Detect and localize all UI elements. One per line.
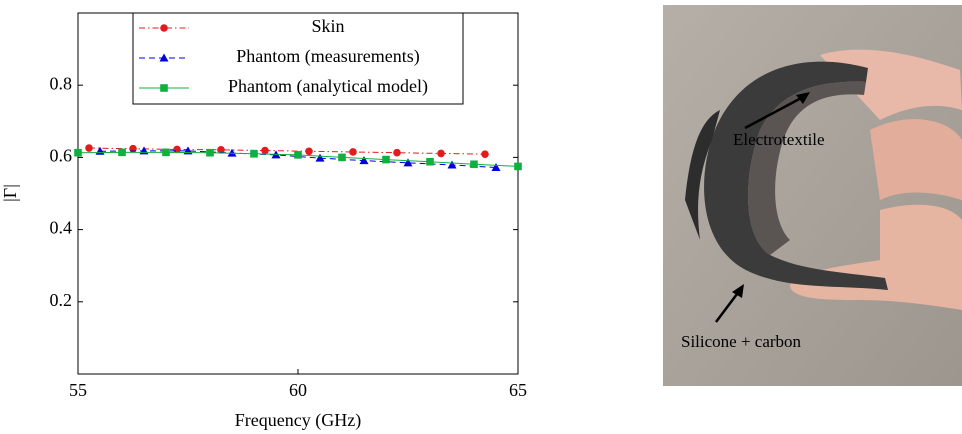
marker: [403, 158, 413, 167]
marker: [382, 155, 390, 164]
marker: [261, 146, 269, 155]
sample-outer: [704, 61, 888, 290]
x-tick-label: 55: [69, 380, 87, 400]
y-tick-label: 0.4: [50, 218, 73, 238]
marker: [227, 148, 237, 157]
photo-label: Silicone + carbon: [681, 332, 802, 351]
marker: [85, 144, 93, 152]
y-tick-label: 0.6: [50, 146, 73, 166]
arrow: [715, 289, 741, 323]
sample-inner: [748, 81, 866, 255]
legend-label: Skin: [311, 16, 344, 36]
marker: [447, 160, 457, 169]
marker: [470, 160, 478, 169]
arrowhead: [796, 92, 810, 104]
marker: [426, 157, 434, 166]
x-tick-label: 60: [289, 380, 307, 400]
marker: [206, 148, 214, 157]
marker: [305, 147, 313, 156]
marker: [491, 163, 501, 172]
marker: [250, 149, 258, 158]
y-tick-label: 0.8: [50, 73, 73, 93]
arrow: [744, 94, 806, 130]
arrowhead: [732, 284, 744, 298]
legend-label: Phantom (analytical model): [228, 76, 428, 97]
marker: [118, 148, 126, 157]
marker: [160, 24, 168, 32]
marker: [393, 148, 401, 157]
marker: [315, 153, 325, 162]
photo-label: Electrotextile: [733, 130, 825, 149]
series-line: [88, 147, 486, 155]
marker: [217, 146, 225, 154]
x-tick-label: 65: [509, 380, 527, 400]
legend-box: [132, 12, 464, 105]
photo: Electrotextile Silicone + carbon: [663, 5, 962, 386]
marker: [349, 148, 357, 156]
marker: [481, 150, 489, 158]
marker: [139, 146, 149, 155]
marker: [359, 156, 369, 165]
marker: [338, 153, 346, 162]
hand-finger: [870, 119, 962, 200]
marker: [162, 148, 170, 157]
marker: [514, 162, 522, 171]
legend: Skin Phantom (measurements) Phantom (analy…: [132, 12, 464, 105]
marker: [294, 151, 302, 159]
x-axis-label: Frequency (GHz): [235, 410, 361, 431]
marker: [159, 53, 169, 62]
marker: [160, 84, 168, 92]
sample-edge: [685, 110, 720, 240]
y-tick-label: 0.2: [50, 290, 73, 310]
legend-label: Phantom (measurements): [236, 46, 419, 67]
marker: [74, 148, 82, 157]
y-axis-label: |Γ|: [0, 184, 20, 202]
chart: Frequency (GHz) |Γ| 55 60 65 0.2 0.4 0.6 0.8 Sk…: [0, 12, 527, 431]
marker: [437, 149, 445, 158]
